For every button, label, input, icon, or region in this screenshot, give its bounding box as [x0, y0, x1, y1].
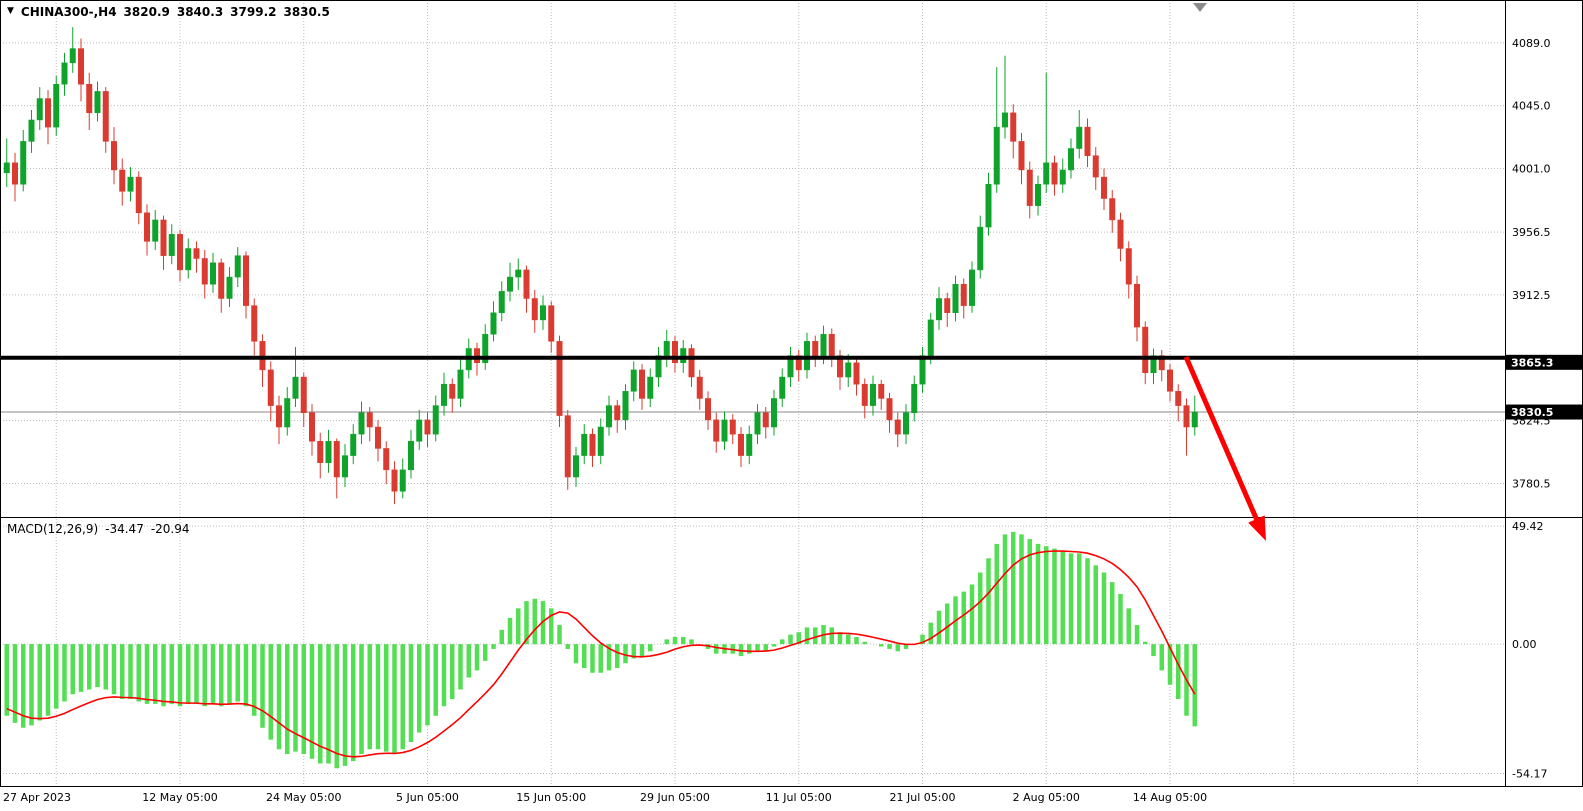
symbol-timeframe-label: CHINA300-,H4	[20, 5, 117, 19]
svg-text:4001.0: 4001.0	[1512, 163, 1551, 176]
macd-signal-line	[6, 550, 1196, 758]
price-tag-label: 3830.5	[1511, 406, 1553, 419]
price-tag	[1506, 354, 1582, 370]
macd-main-value: -34.47	[105, 522, 144, 536]
svg-text:49.42: 49.42	[1512, 520, 1544, 533]
time-axis[interactable]: 27 Apr 2023 12 May 05:00 24 May 05:00 5 Jun…	[3, 791, 1207, 804]
svg-text:3912.5: 3912.5	[1512, 289, 1551, 302]
symbol-dropdown-icon[interactable]: ▼	[7, 6, 14, 16]
ohlc-open-value: 3820.9	[123, 5, 170, 19]
ohlc-high-value: 3840.3	[176, 5, 224, 19]
ohlc-close-value: 3830.5	[283, 5, 330, 19]
svg-text:29 Jun 05:00: 29 Jun 05:00	[640, 791, 710, 804]
macd-signal-value: -20.94	[150, 522, 190, 536]
svg-text:4089.0: 4089.0	[1512, 37, 1551, 50]
chart-header: ▼ CHINA300-,H4 3820.9 3840.3 3799.2 3830…	[7, 5, 330, 19]
price-tag	[1506, 404, 1582, 420]
svg-text:3780.5: 3780.5	[1512, 477, 1551, 490]
svg-text:3956.5: 3956.5	[1512, 226, 1551, 239]
svg-text:11 Jul 05:00: 11 Jul 05:00	[766, 791, 832, 804]
svg-text:-54.17: -54.17	[1512, 767, 1547, 780]
svg-text:15 Jun 05:00: 15 Jun 05:00	[516, 791, 586, 804]
svg-text:2 Aug 05:00: 2 Aug 05:00	[1013, 791, 1080, 804]
candlestick-series	[3, 27, 1198, 505]
svg-text:4045.0: 4045.0	[1512, 100, 1551, 113]
svg-text:5 Jun 05:00: 5 Jun 05:00	[396, 791, 459, 804]
chart-shift-marker-icon[interactable]	[1193, 3, 1207, 12]
svg-text:14 Aug 05:00: 14 Aug 05:00	[1133, 791, 1207, 804]
ohlc-low-value: 3799.2	[230, 5, 277, 19]
price-axis[interactable]: 4089.04045.04001.03956.53912.53824.53780…	[1512, 37, 1551, 781]
svg-text:21 Jul 05:00: 21 Jul 05:00	[890, 791, 956, 804]
macd-name-label: MACD(12,26,9)	[7, 522, 99, 536]
svg-text:27 Apr 2023: 27 Apr 2023	[3, 791, 71, 804]
svg-text:12 May 05:00: 12 May 05:00	[142, 791, 217, 804]
svg-text:0.00: 0.00	[1512, 638, 1537, 651]
svg-text:24 May 05:00: 24 May 05:00	[266, 791, 341, 804]
trend-arrow-head-icon[interactable]	[1248, 515, 1266, 541]
price-tag-label: 3865.3	[1511, 356, 1553, 369]
macd-indicator-label: MACD(12,26,9) -34.47 -20.94	[7, 522, 190, 536]
trend-arrow-line[interactable]	[1183, 356, 1261, 524]
